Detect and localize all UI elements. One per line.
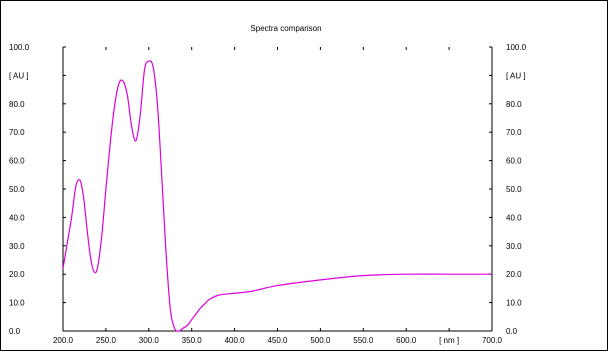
y-tick-label-right: 10.0 bbox=[506, 299, 522, 308]
y-tick-label-left: 40.0 bbox=[9, 213, 25, 222]
y-tick-label-right: 0.0 bbox=[506, 327, 518, 336]
y-tick-label-right: 80.0 bbox=[506, 100, 522, 109]
y-tick-label-left: 100.0 bbox=[9, 43, 30, 52]
x-tick-label: 350.0 bbox=[182, 336, 203, 345]
y-tick-label-right: 20.0 bbox=[506, 270, 522, 279]
y-tick-label-left: 20.0 bbox=[9, 270, 25, 279]
y-tick-label-left: 80.0 bbox=[9, 100, 25, 109]
x-tick-label: 700.0 bbox=[482, 336, 503, 345]
x-tick-label: 550.0 bbox=[353, 336, 374, 345]
x-tick-label: 600.0 bbox=[396, 336, 417, 345]
x-tick-label: 250.0 bbox=[96, 336, 117, 345]
y-axis-label-left: [ AU ] bbox=[9, 71, 29, 80]
spectrum-line-0 bbox=[62, 60, 492, 332]
y-tick-label-left: 60.0 bbox=[9, 157, 25, 166]
chart-title: Spectra comparison bbox=[250, 24, 321, 33]
x-axis-label: [ nm ] bbox=[439, 336, 459, 345]
y-tick-label-left: 70.0 bbox=[9, 128, 25, 137]
y-tick-label-right: 70.0 bbox=[506, 128, 522, 137]
y-tick-label-left: 30.0 bbox=[9, 242, 25, 251]
y-tick-label-left: 50.0 bbox=[9, 185, 25, 194]
plot-area: 200.0 250.0 300.0 350.0 400.0 450.0 500.0 550.0… bbox=[9, 43, 527, 345]
x-tick-label: 500.0 bbox=[310, 336, 331, 345]
x-tick-label: 450.0 bbox=[267, 336, 288, 345]
y-tick-label-right: 40.0 bbox=[506, 213, 522, 222]
y-axis-label-right: [ AU ] bbox=[506, 71, 526, 80]
y-tick-label-right: 50.0 bbox=[506, 185, 522, 194]
y-tick-label-right: 100.0 bbox=[506, 43, 527, 52]
y-tick-label-left: 0.0 bbox=[9, 327, 21, 336]
y-tick-label-left: 10.0 bbox=[9, 299, 25, 308]
y-tick-label-right: 60.0 bbox=[506, 157, 522, 166]
x-tick-label: 400.0 bbox=[225, 336, 246, 345]
x-tick-label: 300.0 bbox=[139, 336, 160, 345]
x-tick-label: 200.0 bbox=[53, 336, 74, 345]
y-tick-label-right: 30.0 bbox=[506, 242, 522, 251]
